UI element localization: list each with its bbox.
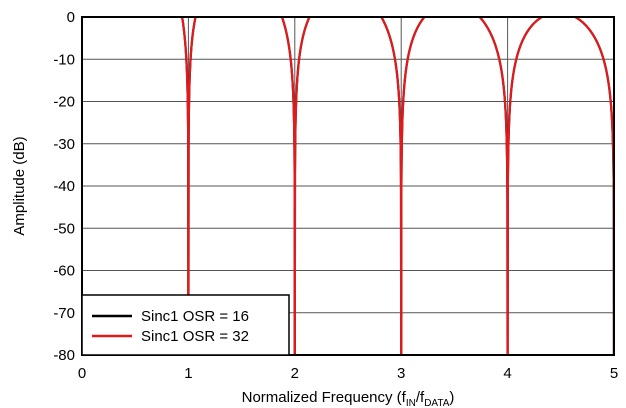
y-tick-labels: 0 -10 -20 -30 -40 -50 -60 -70 -80 xyxy=(53,9,75,364)
x-tick-label: 3 xyxy=(397,365,405,382)
y-tick-label: -10 xyxy=(53,51,75,68)
y-tick-label: -50 xyxy=(53,220,75,237)
x-tick-label: 4 xyxy=(503,365,511,382)
y-axis-label: Amplitude (dB) xyxy=(11,136,28,235)
x-axis-label-main: Normalized Frequency (f xyxy=(242,389,407,406)
y-tick-label: -40 xyxy=(53,178,75,195)
x-axis-label-sub-in: IN xyxy=(406,398,416,408)
y-tick-label: -70 xyxy=(53,305,75,322)
y-tick-label: -30 xyxy=(53,136,75,153)
x-tick-label: 1 xyxy=(184,365,192,382)
legend-label-osr16: Sinc1 OSR = 16 xyxy=(141,308,249,325)
x-axis-label: Normalized Frequency (fIN/fDATA) xyxy=(242,389,455,408)
x-axis-label-mid: /f xyxy=(416,389,425,406)
y-tick-label: -80 xyxy=(53,347,75,364)
y-tick-label: 0 xyxy=(67,9,75,26)
series-lines xyxy=(82,17,614,355)
legend-label-osr32: Sinc1 OSR = 32 xyxy=(141,328,249,345)
x-axis-label-sub-data: DATA xyxy=(424,398,450,408)
y-tick-label: -60 xyxy=(53,263,75,280)
x-tick-label: 2 xyxy=(291,365,299,382)
legend: Sinc1 OSR = 16 Sinc1 OSR = 32 xyxy=(81,294,290,356)
x-tick-labels: 0 1 2 3 4 5 xyxy=(78,365,618,382)
y-tick-label: -20 xyxy=(53,94,75,111)
plot-area-frame xyxy=(81,16,615,356)
x-tick-label: 0 xyxy=(78,365,86,382)
x-axis-label-end: ) xyxy=(449,389,454,406)
legend-box xyxy=(81,294,290,356)
series-line-osr32 xyxy=(82,17,614,355)
x-tick-label: 5 xyxy=(610,365,618,382)
